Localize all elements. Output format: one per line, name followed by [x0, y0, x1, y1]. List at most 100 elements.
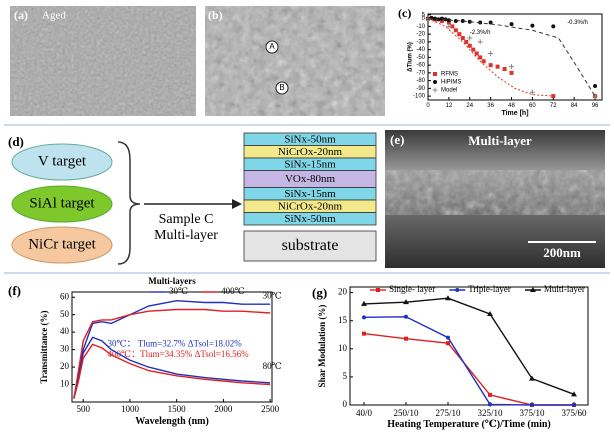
image-title: Multi-layer — [468, 133, 532, 148]
marker — [488, 402, 492, 407]
marker — [487, 310, 493, 316]
marker — [509, 70, 514, 75]
x-tick-label: 500 — [76, 404, 90, 414]
x-tick-label: 1500 — [168, 404, 187, 414]
y-axis-label: Transmittance (%) — [39, 310, 49, 383]
y-tick-label: 5 — [343, 371, 348, 381]
marker — [439, 18, 444, 23]
marker — [450, 24, 455, 29]
marker — [474, 51, 479, 56]
marker — [467, 19, 472, 24]
y-tick-label: 50 — [60, 309, 70, 319]
marker — [432, 87, 438, 93]
marker — [481, 59, 486, 64]
y-tick-label: -70 — [416, 70, 425, 76]
annotation: 30℃： Tlum=32.7% ΔTsol=18.02% — [108, 338, 243, 348]
marker — [551, 24, 556, 29]
x-axis-label: Heating Temperature (℃)/Time (min) — [387, 419, 551, 430]
legend-label: HiPIMS — [441, 80, 461, 86]
y-tick-label: 60 — [60, 291, 70, 301]
layer-label: SiNx-50nm — [284, 133, 336, 145]
series-line — [363, 316, 574, 406]
y-tick-label: 30 — [60, 344, 70, 354]
y-tick-label: -80 — [416, 78, 425, 84]
series-line — [427, 18, 554, 97]
sem-texture-e — [385, 170, 605, 215]
brace — [117, 141, 141, 265]
y-tick-label: -60 — [416, 63, 425, 69]
layer-label: NiCrOx-20nm — [278, 200, 343, 212]
x-tick-label: 72 — [550, 103, 557, 109]
marker — [495, 64, 500, 69]
panel-label: (c) — [398, 6, 411, 20]
x-tick-label: 1000 — [121, 404, 140, 414]
series-line — [73, 308, 271, 399]
layer-label: SiNx-50nm — [284, 213, 336, 225]
marker — [572, 403, 576, 407]
legend-label: Single- layer — [389, 284, 435, 294]
point-marker — [275, 81, 289, 95]
marker — [433, 72, 437, 76]
x-tick-label: 40/0 — [356, 408, 373, 418]
target — [11, 226, 113, 264]
target-label: NiCr target — [28, 236, 96, 252]
x-tick-label: 84 — [571, 103, 578, 109]
marker — [592, 93, 598, 99]
target-label: V target — [38, 153, 87, 169]
marker — [488, 63, 493, 68]
marker — [529, 89, 535, 95]
marker — [467, 43, 472, 48]
x-tick-label: 96 — [592, 103, 599, 109]
plot-frame — [71, 291, 273, 403]
x-tick-label: 24 — [466, 103, 473, 109]
y-tick-label: -30 — [416, 39, 425, 45]
series-line — [427, 18, 596, 97]
y-tick-label: 10 — [60, 379, 70, 389]
legend-label: Model — [441, 88, 457, 94]
legend-label: RFMS — [441, 72, 458, 78]
y-tick-label: 0 — [343, 399, 348, 409]
layer-label: substrate — [282, 237, 339, 254]
annotation: -2.3%/h — [470, 30, 491, 36]
layer-stack: SiNx-50nmNiCrOx-20nmSiNx-15nmVOx-80nmSiN… — [243, 132, 377, 262]
target-label: SiAl target — [29, 195, 95, 211]
scale-label: 200nm — [543, 245, 581, 260]
marker — [457, 32, 462, 37]
x-axis-label: Wavelength (nm) — [135, 416, 209, 427]
marker — [403, 299, 409, 305]
layer-label: NiCrOx-20nm — [278, 146, 343, 158]
sample-label: Multi-layer — [154, 228, 218, 243]
y-tick-label: -90 — [416, 86, 425, 92]
y-tick-label: 5 — [422, 12, 426, 18]
target — [11, 143, 113, 181]
marker — [488, 20, 493, 25]
x-tick-label: 36 — [487, 103, 494, 109]
marker — [478, 55, 483, 60]
y-tick-label: 0 — [422, 16, 426, 22]
arrow-head — [232, 199, 242, 209]
annotation: 30℃ — [263, 290, 282, 300]
marker — [362, 331, 366, 336]
x-tick-label: 0 — [426, 103, 430, 109]
marker — [477, 39, 483, 45]
marker — [376, 288, 380, 292]
panel-label: (a) — [14, 8, 28, 22]
marker — [446, 23, 452, 29]
charts: 50-10-20-30-40-50-60-70-80-90-1000 12 24 36… — [39, 12, 603, 430]
x-tick-label: 375/60 — [561, 408, 587, 418]
y-tick-label: 15 — [338, 315, 348, 325]
marker — [464, 39, 469, 44]
marker — [361, 300, 367, 306]
legend-label: 30℃ — [169, 286, 188, 296]
panel-label: (g) — [312, 285, 327, 300]
marker — [471, 47, 476, 52]
x-tick-label: 2500 — [261, 404, 280, 414]
point-marker — [265, 40, 279, 54]
marker — [433, 80, 437, 84]
panel-label: (d) — [8, 134, 24, 149]
y-tick-label: -40 — [416, 47, 425, 53]
annotation: 400℃：Tlum=34.35% ΔTsol=16.56% — [108, 349, 250, 359]
marker — [529, 287, 536, 292]
marker — [446, 20, 451, 25]
